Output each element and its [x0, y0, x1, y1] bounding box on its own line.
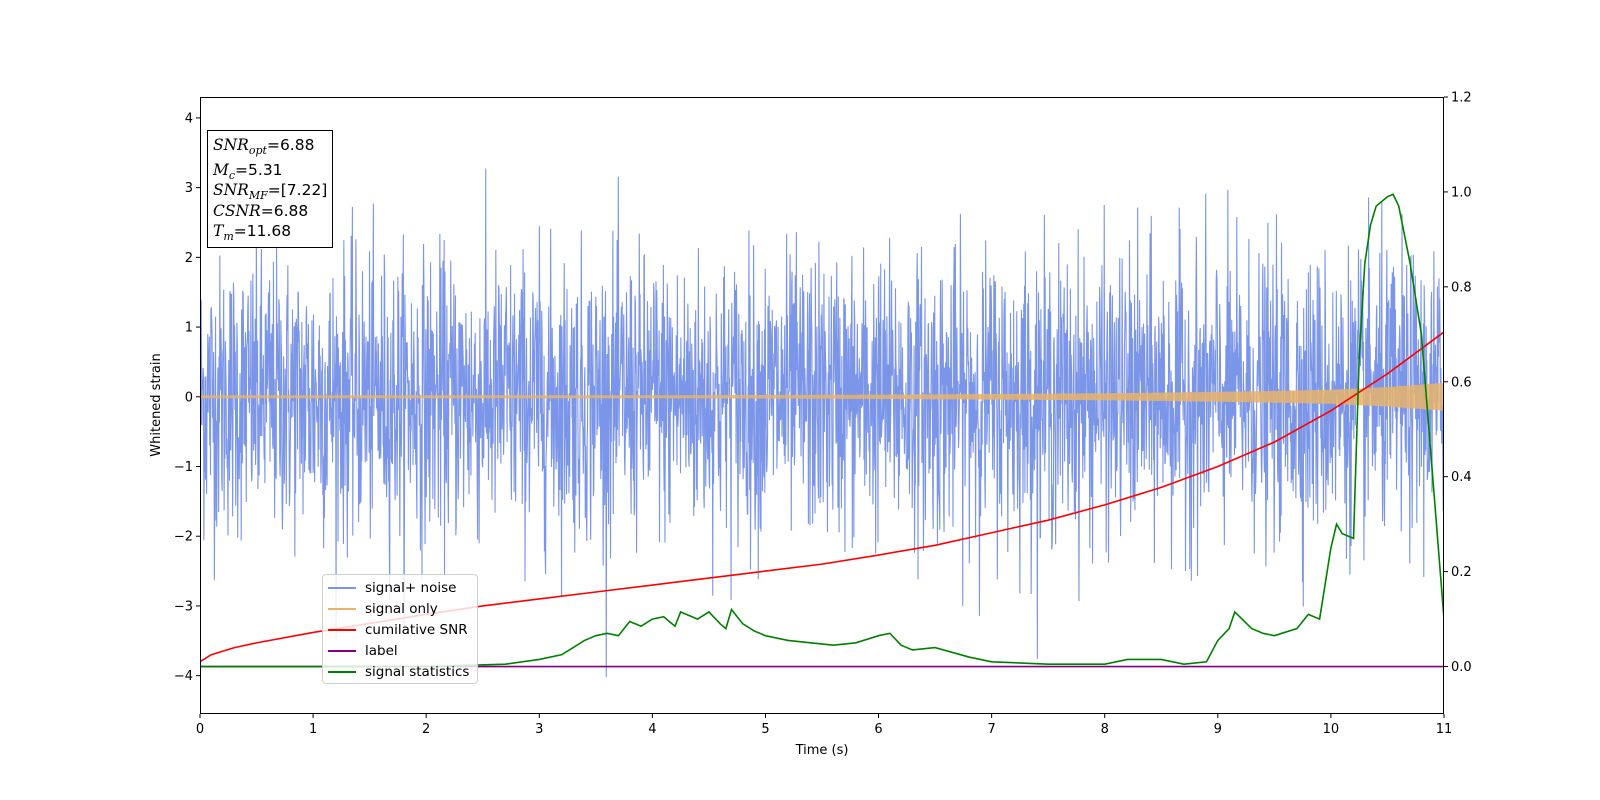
legend-swatch — [328, 608, 356, 611]
series-cumulative-snr — [200, 331, 1444, 663]
legend-swatch — [328, 649, 356, 652]
y2-tick-label: 1.0 — [1451, 185, 1472, 200]
y2-tick-label: 0.4 — [1451, 470, 1472, 485]
legend: signal+ noise signal only cumilative SNR… — [322, 574, 478, 684]
legend-item-cumulative-snr: cumilative SNR — [328, 620, 477, 641]
y-tick-label: 3 — [185, 181, 193, 196]
legend-label: signal only — [365, 601, 438, 618]
x-axis-label: Time (s) — [795, 743, 849, 758]
x-tick-label: 3 — [535, 722, 543, 737]
y-tick-label: −3 — [174, 599, 193, 614]
x-tick-label: 10 — [1323, 722, 1340, 737]
legend-item-signal-noise: signal+ noise — [328, 578, 477, 599]
y-tick-label: 2 — [185, 251, 193, 266]
y-tick-label: 4 — [185, 111, 193, 126]
plot-frame — [200, 97, 1444, 714]
legend-label: label — [365, 642, 398, 659]
x-tick-label: 2 — [422, 722, 430, 737]
x-tick-label: 1 — [309, 722, 317, 737]
x-tick-label: 8 — [1101, 722, 1109, 737]
y2-tick-label: 0.6 — [1451, 375, 1472, 390]
y-axis-label: Whitened strain — [149, 353, 164, 456]
series-signal-statistics — [200, 193, 1444, 668]
series-signal-only — [200, 382, 1444, 411]
x-tick-label: 9 — [1214, 722, 1222, 737]
series-signal-noise — [200, 168, 1444, 678]
legend-label: cumilative SNR — [365, 621, 468, 638]
y-tick-label: −4 — [174, 669, 193, 684]
legend-item-label: label — [328, 640, 477, 661]
x-tick-label: 7 — [987, 722, 995, 737]
y-tick-label: 1 — [185, 321, 193, 336]
y-axis: 4 3 2 1 0 −1 −2 −3 −4 — [174, 111, 200, 684]
x-axis: 0 1 2 3 4 5 6 7 8 9 10 11 — [196, 714, 1452, 737]
legend-label: signal statistics — [365, 663, 470, 680]
x-tick-label: 6 — [874, 722, 882, 737]
y-tick-label: −1 — [174, 460, 193, 475]
x-tick-label: 4 — [648, 722, 656, 737]
x-tick-label: 11 — [1436, 722, 1453, 737]
y2-tick-label: 0.8 — [1451, 280, 1472, 295]
legend-swatch — [328, 670, 356, 673]
legend-swatch — [328, 628, 356, 631]
y2-tick-label: 0.0 — [1451, 660, 1472, 675]
legend-item-signal-statistics: signal statistics — [328, 661, 477, 682]
y2-tick-label: 1.2 — [1451, 91, 1472, 106]
snr-opt-annotation: SNRopt=6.88 — [213, 136, 315, 158]
legend-label: signal+ noise — [365, 580, 457, 597]
y2-tick-label: 0.2 — [1451, 565, 1472, 580]
csnr-annotation: CSNR=6.88 — [213, 201, 309, 220]
snr-mf-annotation: SNRMF=[7.22] — [213, 181, 328, 203]
annotation-box: SNRopt=6.88 Mc=5.31 SNRMF=[7.22] CSNR=6.… — [207, 130, 333, 248]
tm-annotation: Tm=11.68 — [213, 222, 292, 244]
y-tick-label: −2 — [174, 530, 193, 545]
y-tick-label: 0 — [185, 390, 193, 405]
x-tick-label: 0 — [196, 722, 204, 737]
y2-axis: 1.2 1.0 0.8 0.6 0.4 0.2 0.0 — [1444, 91, 1472, 675]
legend-item-signal-only: signal only — [328, 599, 477, 620]
mc-annotation: Mc=5.31 — [213, 160, 283, 182]
x-tick-label: 5 — [761, 722, 769, 737]
legend-swatch — [328, 587, 356, 590]
